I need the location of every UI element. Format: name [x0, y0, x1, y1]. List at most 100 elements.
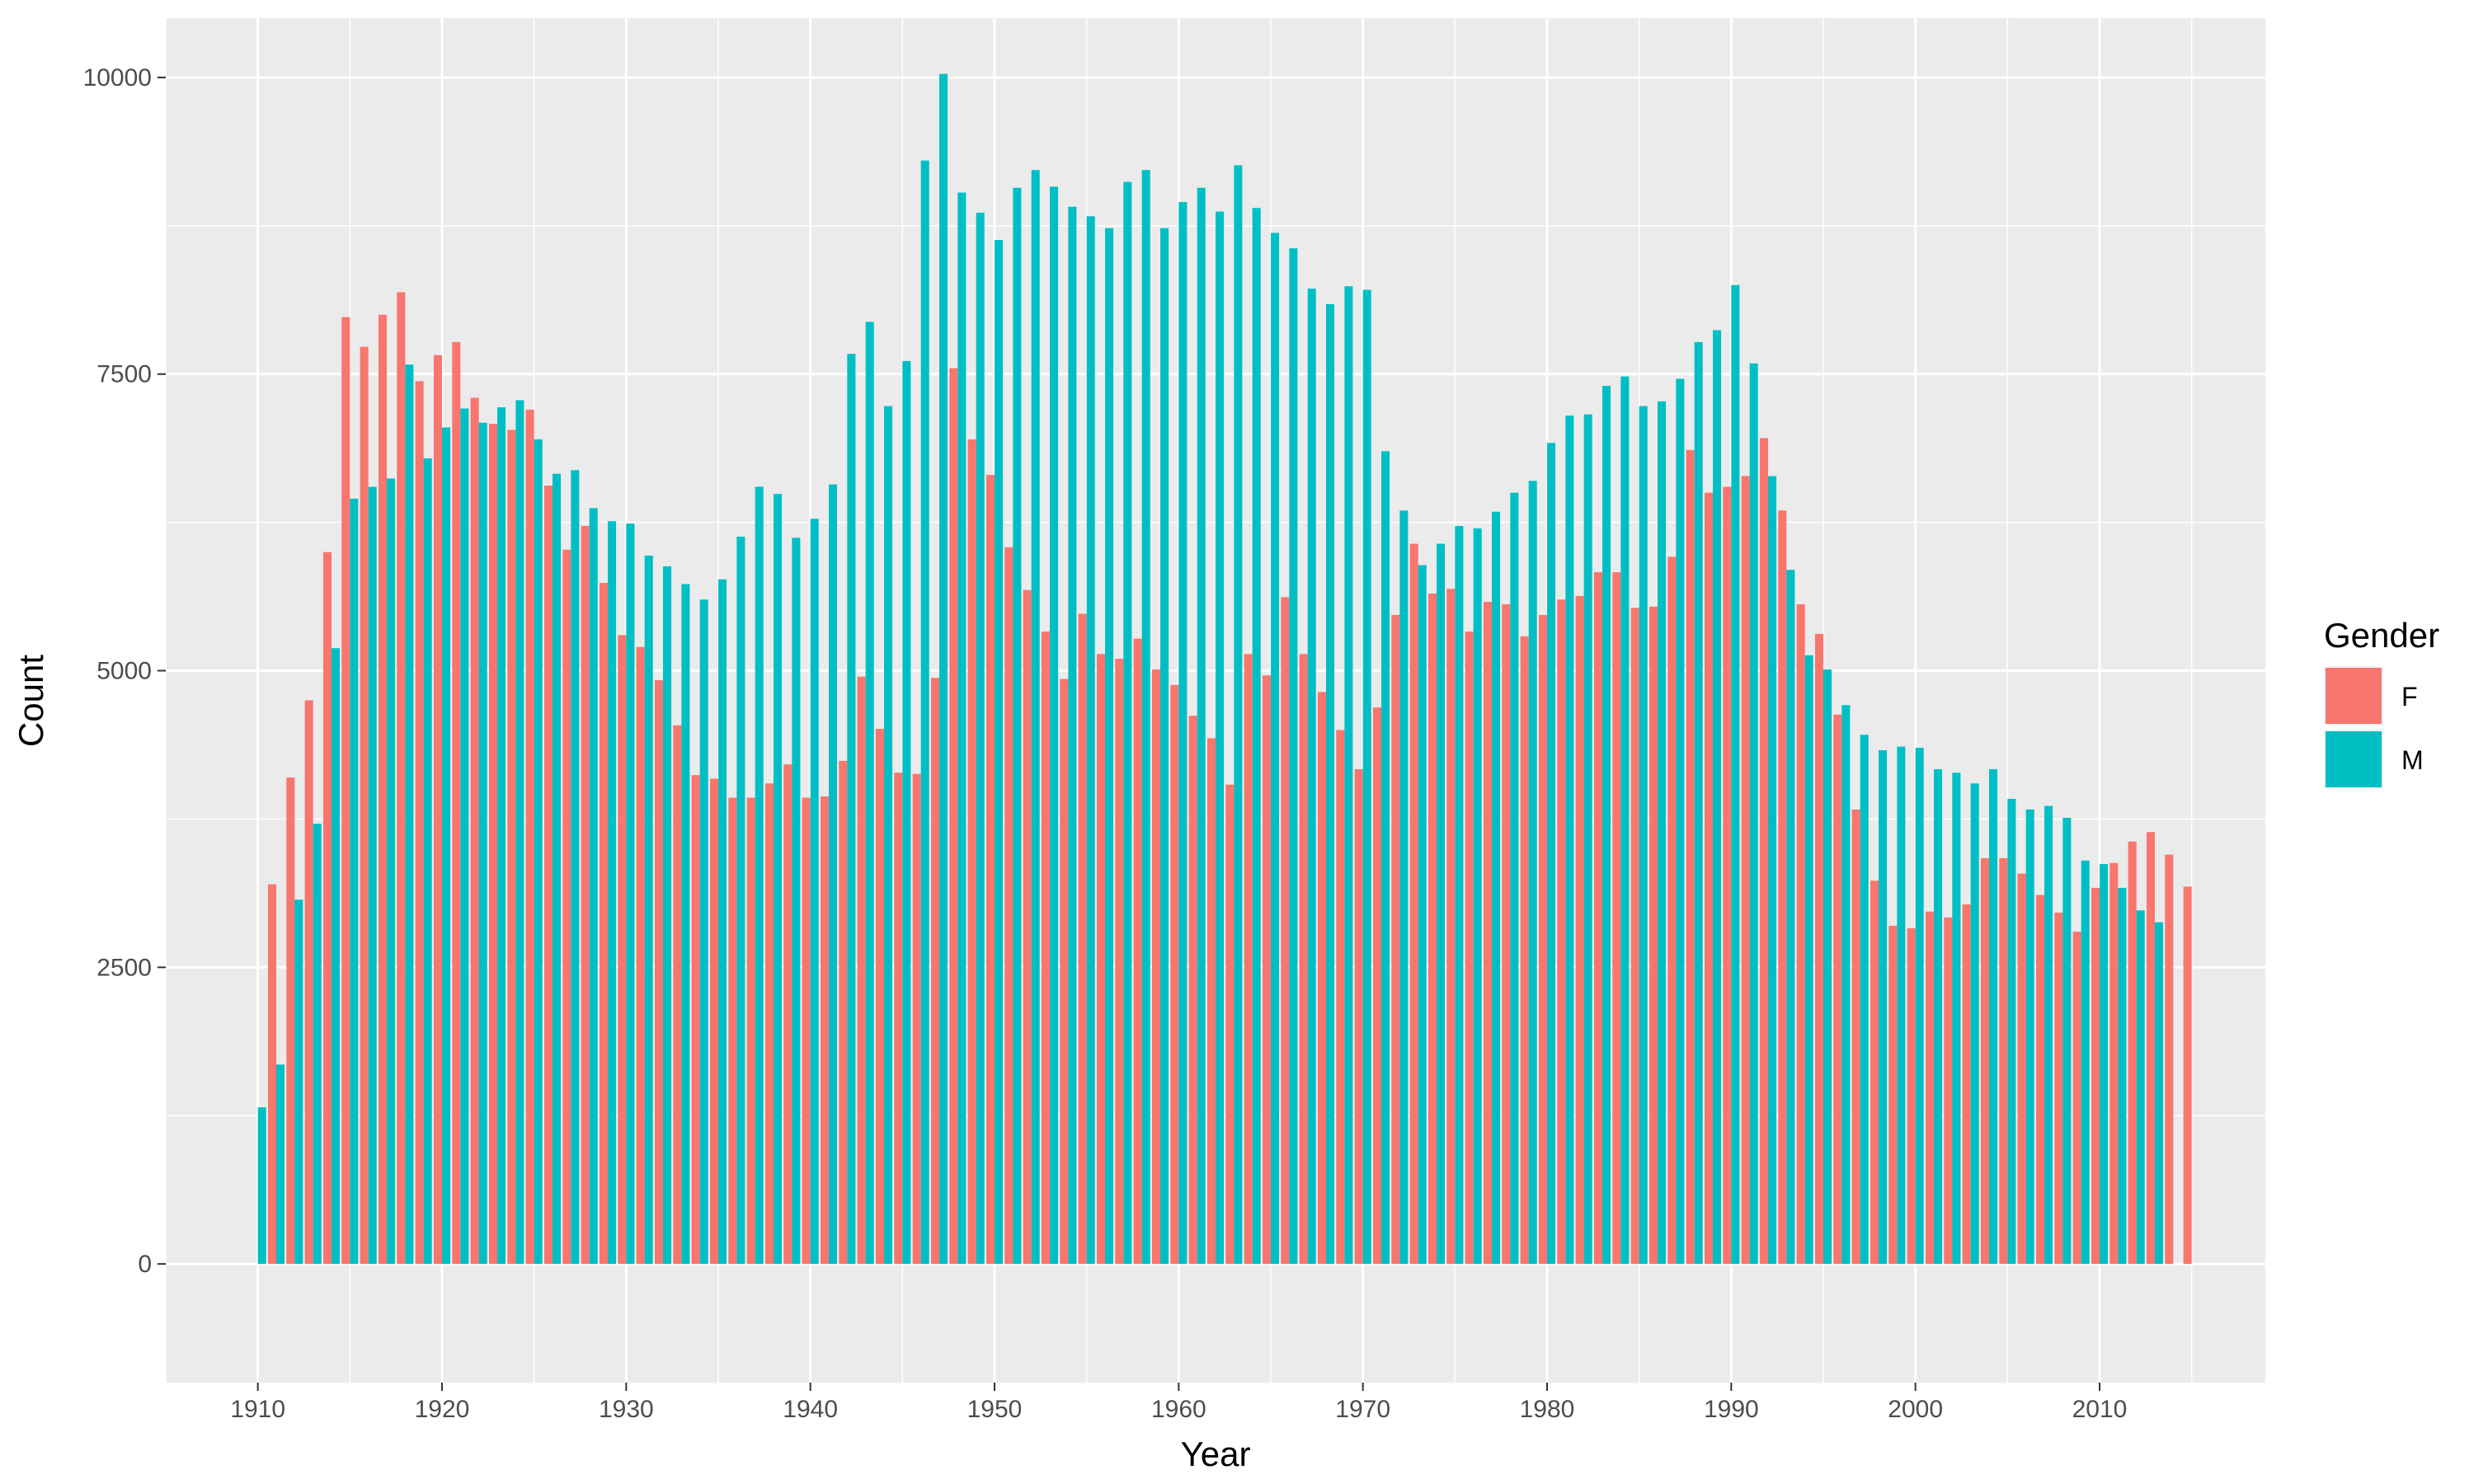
y-tick-label: 10000: [83, 64, 152, 92]
bar-F-1974: [1427, 593, 1437, 1265]
bar-F-1940: [802, 797, 811, 1265]
bar-M-1940: [810, 519, 819, 1265]
bar-F-1939: [783, 764, 793, 1265]
x-tick-label: 1990: [1704, 1396, 1759, 1423]
bar-F-1988: [1686, 449, 1695, 1265]
bar-F-2005: [1999, 857, 2008, 1265]
bar-F-1926: [543, 486, 553, 1265]
bar-M-1979: [1528, 481, 1537, 1265]
x-tick-label: 1970: [1335, 1396, 1390, 1423]
bar-M-1928: [589, 508, 598, 1265]
bar-M-1938: [774, 494, 783, 1265]
bar-M-1954: [1068, 206, 1077, 1265]
bar-M-1946: [920, 160, 929, 1265]
bar-F-1995: [1814, 633, 1823, 1265]
bar-F-2000: [1907, 928, 1916, 1265]
bars-group: [257, 73, 2192, 1265]
bar-F-1994: [1796, 603, 1805, 1265]
bar-M-1920: [442, 427, 451, 1265]
bar-M-1983: [1602, 386, 1611, 1265]
bar-M-1950: [995, 240, 1004, 1265]
bar-M-1916: [368, 486, 377, 1265]
y-tick-label: 0: [138, 1251, 152, 1278]
bar-M-1923: [497, 407, 506, 1265]
bar-F-1916: [360, 346, 369, 1265]
bar-F-1978: [1502, 603, 1511, 1265]
bar-F-1961: [1188, 716, 1197, 1265]
bar-F-1913: [304, 700, 313, 1265]
bar-F-1921: [452, 341, 461, 1265]
bar-F-1933: [673, 725, 682, 1265]
bar-M-2004: [1989, 768, 1998, 1265]
bar-M-1919: [423, 458, 432, 1265]
bar-F-2012: [2128, 841, 2137, 1265]
x-tick-label: 2000: [1888, 1396, 1943, 1423]
bar-M-1942: [847, 354, 856, 1265]
bar-F-2007: [2035, 895, 2044, 1265]
bar-M-1984: [1620, 376, 1630, 1265]
legend: Gender F M: [2324, 616, 2439, 789]
bar-M-1988: [1694, 341, 1703, 1265]
bar-M-1945: [902, 360, 911, 1265]
bar-M-1996: [1841, 705, 1851, 1265]
bar-M-1964: [1252, 208, 1261, 1265]
bar-M-1992: [1768, 476, 1777, 1265]
bar-F-1945: [894, 773, 903, 1265]
bar-F-2006: [2017, 873, 2026, 1265]
bar-F-1915: [341, 317, 350, 1265]
x-tick-label: 1980: [1520, 1396, 1575, 1423]
bar-F-1942: [839, 760, 848, 1265]
bar-M-1966: [1289, 248, 1298, 1265]
bar-F-2003: [1962, 904, 1971, 1265]
bar-F-1985: [1630, 608, 1639, 1265]
bar-M-1955: [1086, 216, 1095, 1265]
bar-F-1927: [562, 549, 571, 1265]
bar-M-1961: [1197, 187, 1206, 1265]
legend-label-M: M: [2401, 745, 2424, 775]
y-tick-labels: 0 2500 5000 7500 10000: [83, 64, 152, 1278]
bar-M-2000: [1915, 748, 1924, 1265]
bar-F-1914: [322, 552, 332, 1265]
bar-M-1973: [1418, 565, 1427, 1265]
bar-M-1965: [1271, 232, 1280, 1265]
bar-F-1950: [985, 475, 995, 1265]
bar-F-2009: [2072, 932, 2081, 1265]
bar-F-1944: [875, 729, 884, 1265]
bar-F-1941: [820, 796, 829, 1265]
bar-M-1999: [1897, 746, 1906, 1265]
bar-M-1990: [1731, 284, 1740, 1265]
bar-M-1915: [350, 498, 359, 1265]
x-tick-label: 1960: [1151, 1396, 1206, 1423]
bar-M-1970: [1362, 289, 1371, 1265]
bar-M-1911: [276, 1064, 285, 1265]
bar-M-1932: [663, 566, 672, 1265]
bar-M-1982: [1583, 414, 1592, 1265]
bar-F-1979: [1520, 636, 1529, 1265]
bar-M-1935: [718, 579, 727, 1265]
bar-M-1947: [939, 73, 948, 1265]
bar-F-1958: [1133, 638, 1142, 1265]
bar-M-1962: [1216, 211, 1225, 1265]
bar-F-1976: [1465, 632, 1474, 1265]
bar-F-2011: [2109, 862, 2119, 1265]
bar-M-1971: [1381, 451, 1390, 1265]
bar-F-1951: [1004, 547, 1014, 1265]
bar-M-1998: [1879, 749, 1888, 1265]
bar-F-1987: [1667, 556, 1677, 1265]
bar-F-1912: [286, 777, 295, 1265]
bar-M-1958: [1141, 170, 1150, 1265]
bar-M-1925: [534, 439, 543, 1265]
bar-F-1971: [1372, 707, 1381, 1265]
bar-F-1943: [857, 676, 866, 1265]
bar-M-1934: [699, 599, 708, 1265]
bar-F-1989: [1704, 492, 1713, 1265]
bar-M-2006: [2025, 809, 2034, 1265]
bar-F-1924: [507, 430, 516, 1265]
bar-F-1991: [1741, 476, 1750, 1265]
bar-M-1978: [1510, 492, 1519, 1265]
bar-M-1967: [1307, 289, 1316, 1265]
y-tick-label: 5000: [96, 658, 152, 685]
bar-M-1994: [1804, 655, 1813, 1265]
x-tick-label: 1930: [599, 1396, 654, 1423]
bar-M-1939: [792, 538, 801, 1265]
